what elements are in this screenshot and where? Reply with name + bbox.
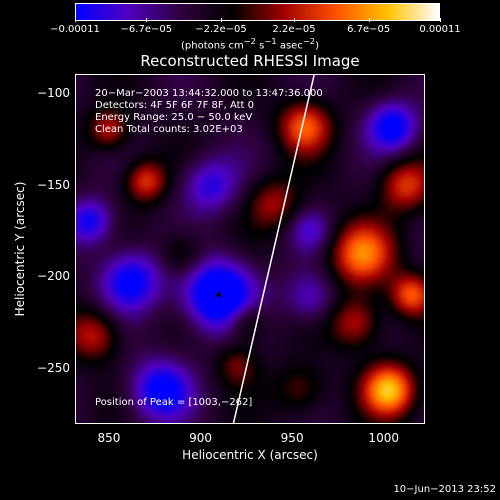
colorbar-tick-label: 0.00011 bbox=[419, 24, 461, 35]
x-axis-label: Heliocentric X (arcsec) bbox=[182, 448, 318, 462]
colorbar-tick-label: −0.00011 bbox=[50, 24, 100, 35]
footer-timestamp: 10−Jun−2013 23:52 bbox=[393, 484, 496, 495]
x-tick-label: 900 bbox=[189, 431, 212, 445]
plot-overlay bbox=[216, 75, 315, 423]
colorbar-tick-label: 2.2e−05 bbox=[272, 24, 316, 35]
y-axis-label: Heliocentric Y (arcsec) bbox=[13, 181, 27, 317]
info-detectors: Detectors: 4F 5F 6F 7F 8F, Att 0 bbox=[95, 100, 255, 111]
colorbar-tick-label: −6.7e−05 bbox=[120, 24, 173, 35]
colorbar bbox=[75, 3, 440, 21]
colorbar-tick-mark bbox=[294, 18, 295, 22]
y-tick-label: −100 bbox=[37, 86, 70, 101]
plot-area bbox=[75, 74, 425, 424]
colorbar-tick-mark bbox=[221, 18, 222, 22]
info-energy: Energy Range: 25.0 − 50.0 keV bbox=[95, 112, 253, 123]
info-clean: Clean Total counts: 3.02E+03 bbox=[95, 124, 243, 135]
y-tick-label: −150 bbox=[37, 177, 70, 192]
colorbar-tick-mark bbox=[368, 18, 370, 22]
colorbar-tick-mark bbox=[75, 18, 76, 22]
y-tick-label: −250 bbox=[37, 361, 70, 376]
chart-title: Reconstructed RHESSI Image bbox=[140, 52, 360, 70]
x-tick-label: 1000 bbox=[368, 431, 399, 445]
x-tick-label: 950 bbox=[280, 431, 304, 445]
colorbar-units: (photons cm−2 s−1 asec−2) bbox=[180, 36, 320, 52]
heatmap-image bbox=[76, 75, 424, 423]
colorbar-tick-label: 6.7e−05 bbox=[347, 24, 391, 35]
x-tick-label: 850 bbox=[97, 431, 121, 445]
info-time: 20−Mar−2003 13:44:32.000 to 13:47:36.000 bbox=[95, 88, 323, 99]
info-peak-position: Position of Peak = [1003,−262] bbox=[95, 397, 253, 408]
solar-limb-line bbox=[232, 75, 315, 423]
colorbar-tick-mark bbox=[440, 18, 441, 22]
y-tick-label: −200 bbox=[37, 269, 70, 284]
colorbar-tick-mark bbox=[146, 18, 148, 22]
peak-marker bbox=[216, 292, 221, 297]
colorbar-tick-label: −2.2e−05 bbox=[195, 24, 247, 35]
